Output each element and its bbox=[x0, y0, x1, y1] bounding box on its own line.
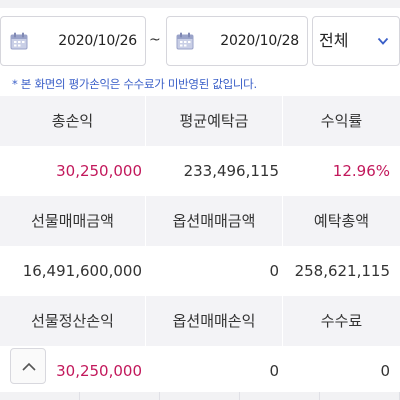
end-date-value: 2020/10/28 bbox=[220, 33, 299, 49]
account-type-value: 전체 bbox=[319, 31, 349, 50]
account-type-select[interactable]: 전체 bbox=[312, 16, 400, 66]
scroll-to-top-button[interactable] bbox=[10, 348, 46, 384]
start-date-picker[interactable]: 2020/10/26 bbox=[0, 16, 146, 66]
header-futures-trade-amount: 선물매매금액 bbox=[0, 196, 146, 246]
calendar-icon bbox=[10, 32, 28, 50]
header-futures-settlement-pnl: 선물정산손익 bbox=[0, 296, 146, 346]
bottom-tab[interactable] bbox=[320, 392, 400, 400]
bottom-tab-bar bbox=[0, 392, 400, 400]
value-avg-deposit: 233,496,115 bbox=[183, 162, 279, 180]
calendar-icon bbox=[176, 32, 194, 50]
header-fees: 수수료 bbox=[320, 312, 363, 330]
value-total-deposit: 258,621,115 bbox=[294, 262, 390, 280]
value-return-rate: 12.96% bbox=[332, 162, 390, 180]
summary-value-row: 30,250,000 0 0 bbox=[0, 346, 400, 396]
header-options-trade-amount: 옵션매매금액 bbox=[146, 196, 283, 246]
header-return-rate: 수익률 bbox=[320, 112, 363, 130]
bottom-tab[interactable] bbox=[240, 392, 320, 400]
bottom-strip bbox=[0, 392, 400, 400]
header-total-pnl: 총손익 bbox=[0, 96, 146, 146]
header-total-deposit: 예탁총액 bbox=[313, 212, 370, 230]
header-avg-deposit: 평균예탁금 bbox=[146, 96, 283, 146]
fee-notice: * 본 화면의 평가손익은 수수료가 미반영된 값입니다. bbox=[12, 77, 257, 91]
top-strip bbox=[0, 0, 400, 8]
header-options-trade-pnl: 옵션매매손익 bbox=[146, 296, 283, 346]
start-date-value: 2020/10/26 bbox=[58, 33, 137, 49]
summary-value-row: 30,250,000 233,496,115 12.96% bbox=[0, 146, 400, 196]
summary-header-row: 선물매매금액 옵션매매금액 예탁총액 bbox=[0, 196, 400, 246]
value-fees: 0 bbox=[380, 362, 390, 380]
value-total-pnl: 30,250,000 bbox=[56, 162, 142, 180]
value-futures-trade-amount: 16,491,600,000 bbox=[22, 262, 142, 280]
value-options-trade-pnl: 0 bbox=[269, 362, 279, 380]
bottom-tab[interactable] bbox=[80, 392, 160, 400]
date-filter-bar: 2020/10/26 ~ 2020/10/28 전체 bbox=[0, 8, 400, 70]
chevron-down-icon bbox=[377, 37, 389, 45]
summary-header-row: 총손익 평균예탁금 수익률 bbox=[0, 96, 400, 146]
date-range-separator: ~ bbox=[149, 32, 161, 48]
end-date-picker[interactable]: 2020/10/28 bbox=[166, 16, 308, 66]
summary-value-row: 16,491,600,000 0 258,621,115 bbox=[0, 246, 400, 296]
bottom-tab[interactable] bbox=[0, 392, 80, 400]
value-options-trade-amount: 0 bbox=[269, 262, 279, 280]
summary-header-row: 선물정산손익 옵션매매손익 수수료 bbox=[0, 296, 400, 346]
value-futures-settlement-pnl: 30,250,000 bbox=[56, 362, 142, 380]
bottom-tab[interactable] bbox=[160, 392, 240, 400]
chevron-up-icon bbox=[22, 362, 36, 371]
